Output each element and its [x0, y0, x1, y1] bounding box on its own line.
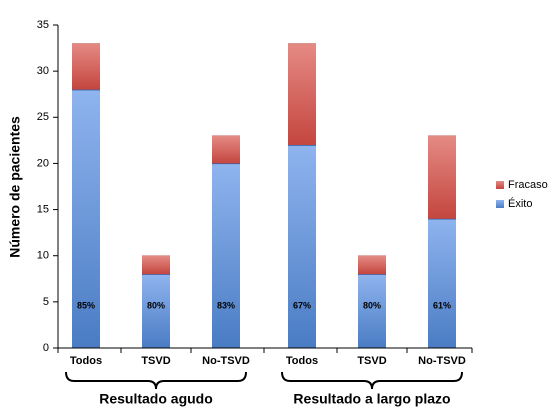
bar-segment — [288, 43, 316, 145]
bar-segment — [428, 135, 456, 219]
y-tick-label: 25 — [37, 111, 49, 123]
y-tick-label: 35 — [37, 19, 49, 31]
bar-segment — [358, 255, 386, 275]
bar-segment — [358, 274, 386, 348]
y-tick-label: 30 — [37, 65, 49, 77]
bar-annotation: 83% — [217, 300, 235, 310]
x-tick-label: TSVD — [141, 355, 170, 367]
x-tick-label: No-TSVD — [418, 355, 466, 367]
group-label: Resultado agudo — [99, 391, 213, 407]
y-tick-label: 15 — [37, 203, 49, 215]
y-tick-label: 5 — [43, 296, 49, 308]
x-tick-label: Todos — [70, 355, 102, 367]
legend-swatch — [496, 200, 504, 208]
bar-segment — [212, 135, 240, 164]
legend-label: Fracaso — [508, 179, 548, 191]
y-tick-label: 10 — [37, 250, 49, 262]
group-label: Resultado a largo plazo — [293, 391, 450, 407]
bar-segment — [142, 255, 170, 275]
bar-segment — [72, 43, 100, 90]
x-tick-label: Todos — [286, 355, 318, 367]
bar-annotation: 67% — [293, 300, 311, 310]
y-tick-label: 0 — [43, 342, 49, 354]
bar-segment — [142, 274, 170, 348]
bar-segment — [288, 144, 316, 348]
y-axis-label: Número de pacientes — [7, 116, 23, 258]
bar-annotation: 80% — [147, 300, 165, 310]
y-tick-label: 20 — [37, 157, 49, 169]
bar-segment — [212, 163, 240, 348]
legend-label: Éxito — [508, 197, 532, 210]
x-tick-label: TSVD — [357, 355, 386, 367]
group-brace — [281, 371, 463, 390]
bar-segment — [428, 218, 456, 348]
bar-segment — [72, 89, 100, 348]
group-brace — [65, 371, 247, 390]
bar-annotation: 80% — [363, 300, 381, 310]
bar-annotation: 85% — [77, 300, 95, 310]
bar-annotation: 61% — [433, 300, 451, 310]
x-tick-label: No-TSVD — [202, 355, 250, 367]
legend-swatch — [496, 181, 504, 189]
